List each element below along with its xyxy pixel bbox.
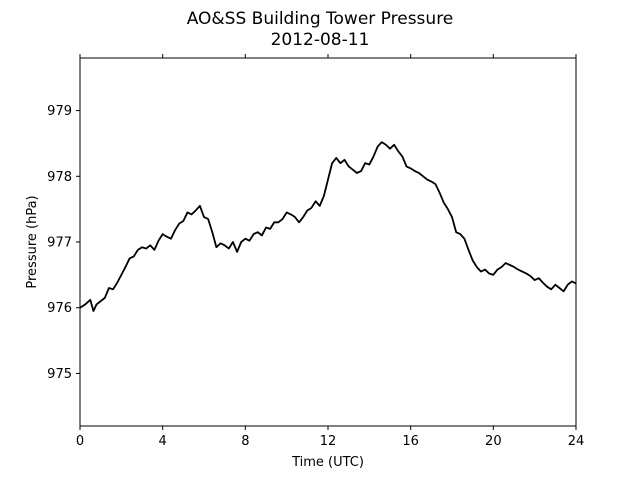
- y-tick-label: 975: [47, 367, 72, 382]
- y-tick-label: 977: [47, 236, 72, 251]
- y-axis-label: Pressure (hPa): [25, 195, 40, 288]
- plot-area: [79, 57, 577, 427]
- chart-title: AO&SS Building Tower Pressure: [187, 9, 454, 29]
- axis-ticks: 0 4 8 12 16 20 24 975 976 977 978 979: [47, 54, 584, 449]
- x-tick-label: 16: [402, 434, 419, 449]
- y-tick-label: 979: [47, 104, 72, 119]
- pressure-series-line: [79, 141, 577, 312]
- y-tick-label: 976: [47, 301, 72, 316]
- x-tick-label: 12: [320, 434, 337, 449]
- x-tick-label: 8: [241, 434, 249, 449]
- x-tick-label: 4: [159, 434, 167, 449]
- x-tick-label: 0: [76, 434, 84, 449]
- x-tick-label: 20: [485, 434, 502, 449]
- y-tick-label: 978: [47, 170, 72, 185]
- chart-subtitle: 2012-08-11: [271, 30, 370, 50]
- x-axis-label: Time (UTC): [291, 455, 364, 470]
- x-tick-label: 24: [568, 434, 585, 449]
